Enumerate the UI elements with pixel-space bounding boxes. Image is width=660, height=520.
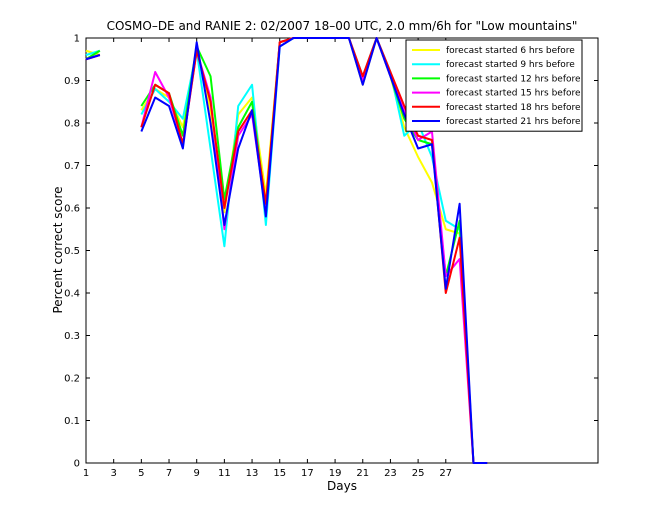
x-tick-label: 25 xyxy=(412,468,425,479)
series-layer xyxy=(85,37,488,464)
legend-entry-label: forecast started 15 hrs before xyxy=(446,89,581,99)
x-axis-label: Days xyxy=(327,479,357,493)
y-tick-label: 0 xyxy=(74,459,80,470)
y-tick-label: 0.7 xyxy=(64,161,80,172)
y-tick-label: 0.8 xyxy=(64,119,80,130)
x-axis: 1 3 5 7 9 11 13 15 17 19 21 23 25 27 xyxy=(83,38,452,479)
x-tick-label: 5 xyxy=(138,468,144,479)
y-tick-label: 0.6 xyxy=(64,204,80,215)
x-tick-label: 19 xyxy=(329,468,342,479)
chart-title: COSMO–DE and RANIE 2: 02/2007 18–00 UTC,… xyxy=(107,19,578,33)
y-tick-label: 0.9 xyxy=(64,76,80,87)
x-tick-label: 17 xyxy=(301,468,314,479)
x-tick-label: 21 xyxy=(356,468,369,479)
x-tick-label: 23 xyxy=(384,468,397,479)
legend-entry-label: forecast started 12 hrs before xyxy=(446,74,581,84)
y-tick-label: 1 xyxy=(74,34,80,45)
y-tick-label: 0.4 xyxy=(64,289,80,300)
y-axis-label: Percent correct score xyxy=(51,186,65,313)
legend-entry-label: forecast started 9 hrs before xyxy=(446,60,575,70)
x-tick-label: 11 xyxy=(218,468,231,479)
x-tick-label: 15 xyxy=(273,468,286,479)
y-axis: 0 0.1 0.2 0.3 0.4 0.5 0.6 0.7 0.8 0.9 1 xyxy=(64,34,598,470)
x-tick-label: 9 xyxy=(194,468,200,479)
x-tick-label: 27 xyxy=(439,468,452,479)
legend-entry-label: forecast started 18 hrs before xyxy=(446,103,581,113)
series-line-6 xyxy=(85,54,101,61)
x-tick-label: 1 xyxy=(83,468,89,479)
y-tick-label: 0.1 xyxy=(64,416,80,427)
legend: forecast started 6 hrs before forecast st… xyxy=(405,39,583,132)
legend-entry-label: forecast started 21 hrs before xyxy=(446,117,581,127)
y-tick-label: 0.5 xyxy=(64,246,80,257)
legend-box xyxy=(405,39,583,132)
x-tick-label: 7 xyxy=(166,468,172,479)
series-line-6 xyxy=(140,37,488,464)
y-tick-label: 0.2 xyxy=(64,374,80,385)
y-tick-label: 0.3 xyxy=(64,331,80,342)
x-tick-label: 13 xyxy=(246,468,259,479)
legend-entry-label: forecast started 6 hrs before xyxy=(446,46,575,56)
x-tick-label: 3 xyxy=(110,468,116,479)
